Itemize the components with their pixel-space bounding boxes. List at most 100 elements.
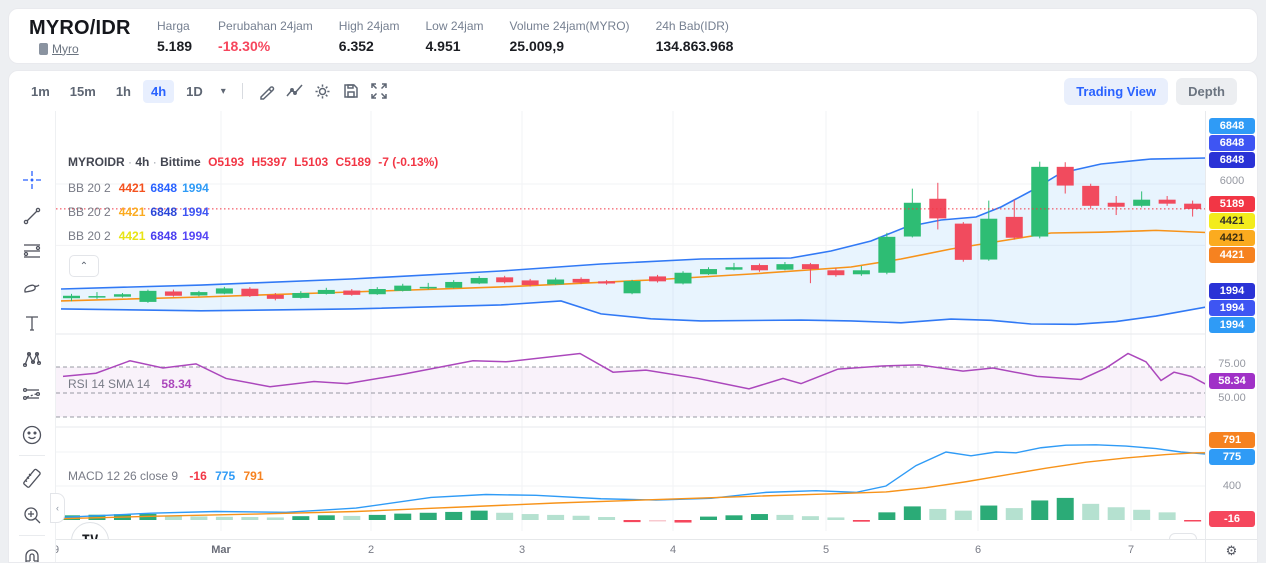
draw-pen-icon[interactable] xyxy=(253,78,281,104)
macd-histogram-bar xyxy=(623,520,641,523)
rail-divider xyxy=(19,535,45,536)
save-layout-icon[interactable] xyxy=(337,78,365,104)
macd-histogram-bar xyxy=(241,517,259,520)
text-tool-icon[interactable] xyxy=(20,311,44,335)
macd-signal-line xyxy=(60,452,1206,520)
macd-histogram-bar xyxy=(572,515,590,520)
candle-body xyxy=(521,280,539,286)
candle-body xyxy=(598,281,616,284)
market-header: MYRO/IDR Myro Harga 5.189 Perubahan 24jam… xyxy=(8,8,1258,64)
bb-legend-row[interactable]: BB 20 2 4421 6848 1994 xyxy=(68,181,209,195)
bb-legend-row[interactable]: BB 20 2 4421 6848 1994 xyxy=(68,229,209,243)
price-axis-label: 4421 xyxy=(1209,230,1255,246)
rail-divider xyxy=(19,455,45,456)
toolbar-divider xyxy=(241,83,243,99)
candle-body xyxy=(1056,166,1074,186)
xabcd-pattern-icon[interactable] xyxy=(20,347,44,371)
price-axis-label: -16 xyxy=(1209,511,1255,527)
macd-histogram-bar xyxy=(445,511,463,520)
timeframe-1h[interactable]: 1h xyxy=(115,83,131,99)
price-axis-label: 4421 xyxy=(1209,247,1255,263)
time-axis-date: 4 xyxy=(669,544,677,556)
price-axis-tick: 6000 xyxy=(1219,175,1245,187)
axis-settings-gear-icon[interactable]: ⚙ xyxy=(1205,539,1257,562)
candle-body xyxy=(929,198,947,219)
price-axis-label: 5189 xyxy=(1209,196,1255,212)
macd-histogram-bar xyxy=(750,514,768,520)
tab-depth[interactable]: Depth xyxy=(1176,77,1237,105)
time-axis[interactable]: 29Mar234567 xyxy=(9,539,1257,562)
candle-body xyxy=(1133,199,1151,206)
legend-open: O5193 xyxy=(208,155,245,169)
candle-body xyxy=(292,293,310,298)
macd-legend[interactable]: MACD 12 26 close 9 -16 775 791 xyxy=(68,469,269,483)
settings-gear-icon[interactable] xyxy=(309,78,337,104)
bb-legend-row[interactable]: BB 20 2 4421 6848 1994 xyxy=(68,205,209,219)
timeframe-15m[interactable]: 15m xyxy=(69,83,96,99)
trend-line-icon[interactable] xyxy=(20,204,44,228)
price-axis-label: 1994 xyxy=(1209,283,1255,299)
candle-body xyxy=(419,286,437,289)
candle-body xyxy=(750,265,768,271)
coin-name[interactable]: Myro xyxy=(52,41,79,56)
tab-trading-view[interactable]: Trading View xyxy=(1064,77,1169,105)
fib-retracement-icon[interactable] xyxy=(20,239,44,263)
rsi-legend-name: RSI 14 SMA 14 xyxy=(68,377,151,391)
timeframe-1m[interactable]: 1m xyxy=(31,83,50,99)
macd-histogram-bar xyxy=(801,516,819,520)
price-axis[interactable]: 6848 6848 6848 6000 5189 4421 4421 4421 1994 1994… xyxy=(1205,111,1257,539)
rail-collapse-handle[interactable]: ‹ xyxy=(50,493,65,523)
candle-body xyxy=(878,236,896,273)
timeframe-dropdown-caret-icon[interactable]: ▾ xyxy=(220,85,226,97)
coin-doc-icon xyxy=(39,42,48,55)
brush-icon[interactable] xyxy=(20,275,44,299)
emoji-icon[interactable] xyxy=(20,423,44,447)
macd-legend-macd: 775 xyxy=(215,469,236,483)
macd-histogram-bar xyxy=(292,516,310,520)
timeframe-4h[interactable]: 4h xyxy=(143,79,175,103)
zoom-in-icon[interactable] xyxy=(20,503,44,527)
macd-histogram-bar xyxy=(1082,503,1100,520)
legend-collapse-button[interactable]: ⌃ xyxy=(69,255,99,277)
macd-histogram-bar xyxy=(903,506,921,520)
candle-body xyxy=(1107,202,1125,207)
candle-body xyxy=(954,223,972,260)
main-chart-svg[interactable] xyxy=(56,111,1206,531)
macd-histogram-bar xyxy=(827,517,845,520)
forecast-icon[interactable] xyxy=(20,383,44,407)
magnet-icon[interactable] xyxy=(20,546,44,562)
macd-histogram-bar xyxy=(1158,512,1176,520)
rsi-band-fill xyxy=(56,367,1206,417)
macd-histogram-bar xyxy=(164,515,182,520)
macd-histogram-bar xyxy=(700,516,717,520)
macd-legend-name: MACD 12 26 close 9 xyxy=(68,469,179,483)
bb-fill-area xyxy=(61,158,1206,325)
stat-low-24h: Low 24jam 4.951 xyxy=(425,18,484,54)
coin-link[interactable]: Myro xyxy=(39,42,139,56)
symbol-legend[interactable]: MYROIDR · 4h · Bittime O5193 H5397 L5103… xyxy=(68,155,439,169)
macd-histogram-bar xyxy=(878,512,896,520)
candle-body xyxy=(470,277,488,284)
candle-body xyxy=(903,202,921,237)
macd-histogram-bar xyxy=(368,514,386,520)
macd-histogram-bar xyxy=(343,515,361,520)
indicators-line-chart-icon[interactable] xyxy=(281,78,309,104)
timeframe-1d[interactable]: 1D xyxy=(186,83,203,99)
fullscreen-icon[interactable] xyxy=(365,78,393,104)
macd-histogram-bar xyxy=(1107,507,1125,520)
candle-body xyxy=(801,264,819,270)
price-axis-label: 6848 xyxy=(1209,118,1255,134)
crosshair-icon[interactable] xyxy=(20,168,44,192)
legend-change: -7 (-0.13%) xyxy=(378,155,439,169)
candle-body xyxy=(649,276,667,282)
macd-histogram-bar xyxy=(394,513,412,520)
macd-histogram-bar xyxy=(1133,509,1151,520)
macd-histogram-bar xyxy=(215,516,233,520)
ruler-icon[interactable] xyxy=(20,467,44,491)
candle-body xyxy=(88,296,106,298)
macd-histogram-bar xyxy=(980,505,998,520)
rsi-line xyxy=(62,352,1206,390)
candle-body xyxy=(674,272,692,284)
candle-body xyxy=(623,281,641,294)
rsi-legend[interactable]: RSI 14 SMA 14 58.34 xyxy=(68,377,196,391)
